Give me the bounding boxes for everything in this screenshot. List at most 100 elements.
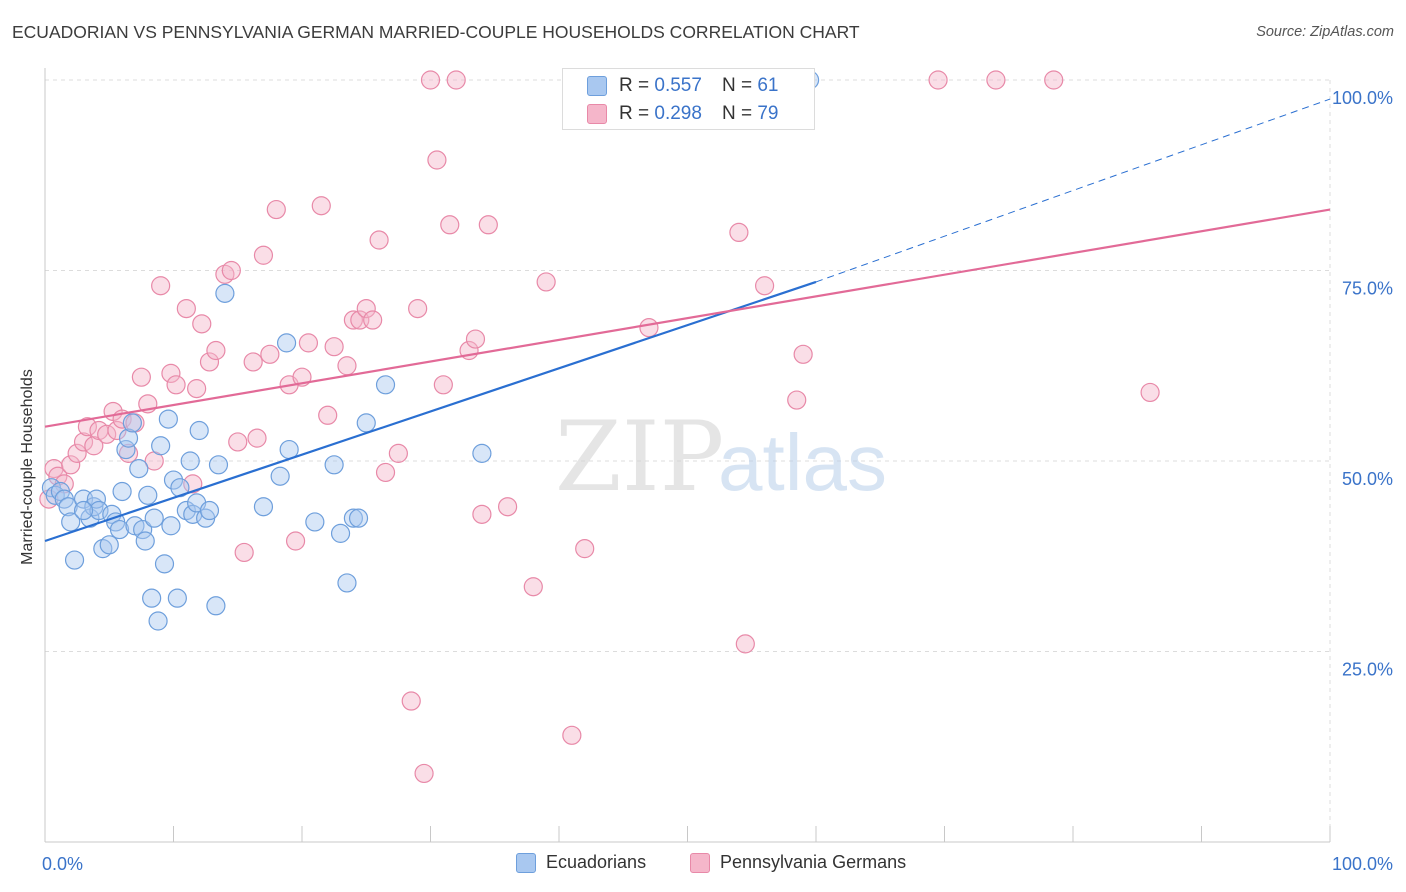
pagerman-point: [243, 352, 263, 372]
ecuadorian-point: [161, 516, 181, 536]
ecuadorian-point: [142, 588, 162, 608]
ecuadorian-point: [199, 500, 220, 521]
ecuadorian-point: [109, 519, 130, 540]
legend-item-pennsylvania-germans: Pennsylvania Germans: [690, 852, 906, 873]
pennsylvania-german-points: [39, 70, 1160, 784]
legend-n-label: N =: [721, 103, 753, 124]
pagerman-point: [401, 691, 421, 711]
ecuadorian-point: [84, 497, 104, 517]
pagerman-point: [67, 443, 87, 463]
pagerman-point: [408, 299, 428, 319]
y-tick-label: 25.0%: [1342, 660, 1393, 680]
x-tick-label: 0.0%: [42, 854, 83, 874]
pagerman-point: [260, 344, 280, 364]
pagerman-point: [285, 531, 306, 551]
ecuadorian-point: [133, 519, 153, 540]
pagerman-point: [73, 432, 94, 452]
pagerman-point: [131, 367, 151, 387]
ecuadorian-point: [86, 489, 107, 509]
pagerman-point: [928, 70, 948, 90]
legend-r-label: R =: [619, 75, 650, 96]
pagerman-point: [369, 230, 389, 250]
ecuadorian-point: [61, 512, 81, 532]
legend-r-value: 0.298: [654, 103, 702, 124]
pagerman-point: [343, 310, 363, 330]
pagerman-point: [206, 340, 226, 361]
ecuadorian-point: [348, 508, 369, 528]
pagerman-point: [440, 215, 460, 235]
tick-labels: 25.0% 50.0% 75.0% 100.0% 0.0% 100.0%: [42, 88, 1393, 874]
pagerman-point: [388, 443, 408, 463]
pagerman-point: [187, 379, 207, 399]
legend-swatch-ecuadorian: [587, 76, 607, 96]
watermark: ZIP atlas: [555, 401, 887, 513]
legend-label-ecuadorians: Ecuadorians: [546, 852, 647, 872]
watermark-zip: ZIP: [555, 401, 724, 513]
pagerman-point: [363, 310, 383, 330]
pagerman-point: [253, 245, 274, 265]
ecuadorian-point: [206, 596, 226, 616]
trend-lines: [44, 98, 1331, 543]
ecuadorian-point: [343, 508, 363, 528]
ecuadorian-point: [129, 459, 149, 479]
ecuadorian-point: [148, 611, 168, 631]
pagerman-point: [97, 424, 117, 444]
pagerman-point: [298, 333, 319, 353]
ecuadorian-point: [375, 375, 396, 395]
legend-swatch-pennsylvania-germans: [690, 852, 710, 873]
ecuadorian-point: [154, 554, 175, 574]
pagerman-point: [247, 428, 267, 448]
pagerman-point: [414, 763, 434, 784]
pagerman-point: [318, 405, 338, 425]
pagerman-point: [228, 432, 248, 452]
ecuadorian-point: [189, 420, 209, 441]
ecuadorian-point: [208, 455, 229, 475]
ecuadorian-point: [122, 413, 142, 433]
y-axis-label-wrap: Married-couple Households: [16, 369, 40, 565]
legend-n-value: 61: [757, 75, 779, 96]
pagerman-point: [166, 375, 186, 395]
pagerman-point: [787, 390, 807, 410]
pagerman-point: [356, 299, 376, 319]
y-tick-label: 75.0%: [1342, 279, 1393, 299]
legend-n-label: N =: [721, 75, 753, 96]
pagerman-point: [1140, 382, 1160, 403]
source-credit: Source: ZipAtlas.com: [1256, 24, 1394, 40]
pagerman-point: [84, 436, 104, 456]
pagerman-point: [536, 272, 556, 292]
pagerman-point: [498, 497, 518, 517]
ecuadorian-trend-line: [44, 280, 817, 543]
legend-label-pennsylvania-germans: Pennsylvania Germans: [720, 852, 907, 872]
ecuadorian-point: [135, 531, 155, 551]
pagerman-point: [61, 455, 81, 475]
pagerman-point: [324, 337, 344, 357]
pagerman-point: [311, 196, 331, 216]
pagerman-point: [48, 466, 68, 486]
ecuadorian-trend-extension: [815, 98, 1331, 283]
pagerman-point: [176, 299, 196, 319]
ecuadorian-point: [64, 550, 85, 570]
axes: [44, 68, 1331, 843]
pagerman-point: [465, 329, 486, 349]
pagerman-point: [562, 725, 582, 745]
legend-n-value: 79: [757, 103, 779, 124]
ecuadorian-point: [144, 508, 164, 528]
ecuadorian-point: [118, 428, 139, 448]
x-tick-label: 100.0%: [1332, 854, 1393, 874]
ecuadorian-point: [356, 413, 376, 433]
pagerman-point: [161, 363, 181, 383]
legend-row-ecuadorian: R = 0.557 N = 61: [587, 72, 778, 100]
ecuadorian-point: [99, 535, 119, 555]
ecuadorian-point: [276, 333, 297, 353]
pagerman-point: [986, 70, 1006, 90]
ecuadorian-point: [73, 500, 94, 521]
legend-item-ecuadorians: Ecuadorians: [516, 852, 646, 873]
ecuadorian-point: [151, 436, 171, 456]
pagerman-point: [234, 542, 254, 563]
pagerman-point: [446, 70, 466, 90]
pagerman-point: [151, 276, 171, 296]
pagerman-point: [375, 462, 396, 483]
legend-r-value: 0.557: [654, 75, 702, 96]
pagerman-point: [478, 215, 498, 235]
stats-legend: R = 0.557 N = 61 R = 0.298 N = 79: [562, 68, 815, 130]
